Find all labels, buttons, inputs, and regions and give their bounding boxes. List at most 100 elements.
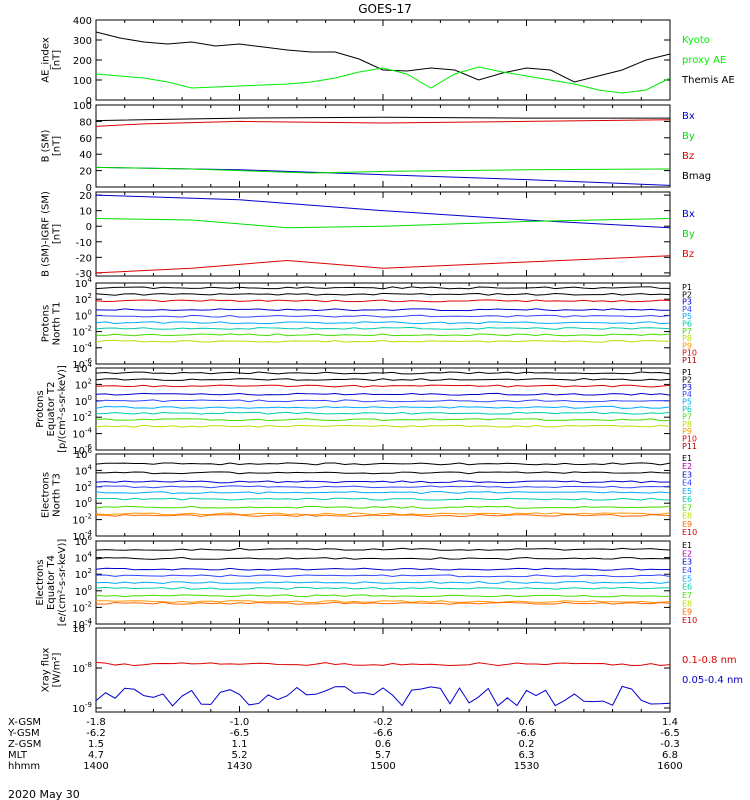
y-tick-exponent: 0 [88,308,92,316]
series-bz [95,119,671,127]
x-row-value: -6.5 [230,728,250,739]
date-label: 2020 May 30 [8,788,80,800]
legend-entry: 0.1-0.8 nm [682,655,737,666]
legend-entry: E2 [682,462,692,471]
legend-entry: E8 [682,599,692,608]
x-row-value: 1530 [514,761,539,772]
y-axis-label: [nT] [52,136,63,156]
panel-frame [95,191,671,277]
x-row-value: -6.5 [660,728,680,739]
y-tick-label: 10-2 [72,325,92,339]
x-row-value: 0.6 [375,739,391,750]
series-e3 [95,567,671,571]
series-e9 [95,514,671,517]
series-p5 [95,314,671,318]
series-p4 [95,392,671,396]
y-tick-label: 100 [73,101,92,112]
x-row-value: 4.7 [88,750,104,761]
y-axis-label: Electrons [41,472,52,518]
y-tick-exponent: -2 [85,513,92,521]
y-axis-label: Equator T2 [46,382,57,437]
series-p2 [95,378,671,381]
y-tick-label: 102 [75,480,92,494]
y-tick-label: -10 [76,238,92,249]
legend-entry: E10 [682,528,697,537]
legend-entry: P4 [682,305,692,314]
y-tick-exponent: 6 [88,447,93,455]
y-axis-label: Protons [41,305,52,342]
series-bx [95,194,671,229]
series-p3 [95,384,671,388]
legend-entry: P4 [682,390,692,399]
x-row-label: Y-GSM [7,728,40,739]
legend-entry: E6 [682,583,692,592]
series-e8 [95,512,671,516]
y-tick-label: 10 [79,207,92,218]
y-tick-label: 300 [73,36,92,47]
x-row-value: 1.1 [232,739,248,750]
legend-entry: P3 [682,383,692,392]
y-tick-label: 20 [79,167,92,178]
y-axis-label: Equator T4 [46,555,57,610]
x-row-value: 1600 [657,761,682,772]
y-tick-label: 100 [75,496,92,510]
y-tick-label: 100 [73,76,92,87]
y-axis-label: [W/m²] [52,652,63,687]
y-tick-exponent: -6 [85,357,93,365]
series-by [95,166,671,174]
panel-frame [95,453,671,537]
series-0-1-0-8-nm [95,661,671,667]
panel-3: -30 -20 -10 0 10 20 B (SM)-IGRF (SM) [nT] Bx By Bz [41,191,695,280]
x-row-value: 0.6 [519,717,535,728]
series-p8 [95,418,671,422]
y-tick-label: 10-9 [72,701,92,715]
x-row-value: 5.7 [375,750,391,761]
series-p5 [95,399,671,403]
series-bmag [95,116,670,122]
y-tick-exponent: -4 [85,341,93,349]
y-axis-label: North T1 [52,302,63,346]
y-tick-exponent: 0 [88,496,92,504]
y-axis-label: [nT] [52,50,63,70]
series-p1 [95,371,671,375]
legend-entry: P9 [682,427,692,436]
y-tick-exponent: -4 [85,427,93,435]
series-e5 [95,491,671,495]
x-row-value: -6.6 [373,728,393,739]
legend-entry: P2 [682,375,692,384]
series-p7 [95,326,671,330]
series-e6 [95,497,671,501]
y-axis-label: B (SM) [41,129,52,162]
series-e2 [95,556,671,560]
series-kyoto-proxy-ae [95,66,671,94]
x-row-value: -0.2 [373,717,393,728]
series-p1 [95,286,671,290]
series-p8 [95,333,671,337]
series-e9 [95,601,671,605]
legend-entry: E1 [682,454,692,463]
y-tick-exponent: 4 [88,551,93,559]
legend-entry: P5 [682,398,692,407]
y-tick-exponent: -2 [85,410,92,418]
y-tick-label: 400 [73,16,92,27]
series-e4 [95,574,671,578]
legend-entry: proxy AE [682,55,726,66]
series-e8 [95,600,671,604]
series-e5 [95,581,671,584]
panel-frame [95,627,671,713]
series-e4 [95,485,671,489]
y-tick-exponent: 2 [88,480,92,488]
x-row-value: -6.6 [517,728,537,739]
x-row-value: 0.2 [519,739,535,750]
y-tick-exponent: 2 [88,377,92,385]
x-row-value: 1.5 [88,739,104,750]
series-e1 [95,547,671,551]
series-p3 [95,299,671,303]
y-tick-exponent: 2 [88,292,92,300]
y-tick-label: 0 [86,96,92,107]
legend-entry: E10 [682,616,697,625]
y-tick-exponent: 2 [88,567,92,575]
